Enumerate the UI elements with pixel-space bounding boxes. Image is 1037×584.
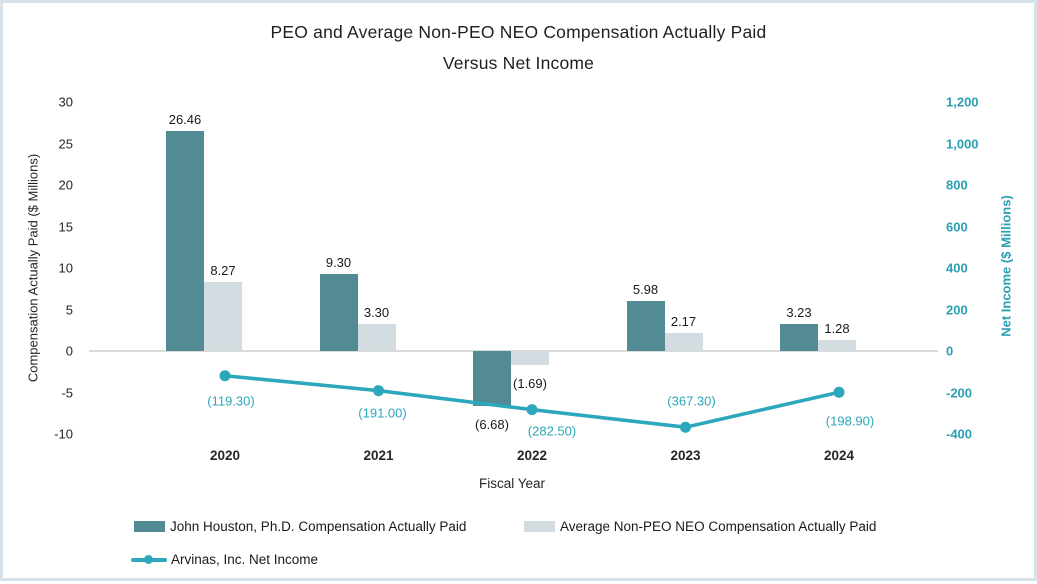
bar-value-label: 3.23	[786, 305, 812, 321]
right-axis-tick: 600	[946, 219, 968, 234]
peo-legend-label: John Houston, Ph.D. Compensation Actuall…	[170, 519, 467, 534]
chart-title: PEO and Average Non-PEO NEO Compensation…	[3, 17, 1034, 79]
line-point	[680, 421, 691, 433]
net-income-legend-label: Arvinas, Inc. Net Income	[171, 552, 319, 567]
net-income-line-layer	[219, 370, 845, 433]
left-axis-tick: -10	[54, 426, 73, 442]
net-income-label: (282.50)	[527, 423, 577, 439]
net-income-label: (119.30)	[207, 393, 255, 409]
peo-bar	[626, 301, 665, 351]
right-axis-tick: 800	[946, 177, 968, 193]
peo-bar	[473, 351, 511, 407]
x-axis-title: Fiscal Year	[478, 476, 546, 491]
bar-value-label: 2.17	[670, 313, 697, 329]
peo-bar	[780, 324, 818, 351]
neo-bar	[818, 340, 856, 351]
left-axis-tick: 30	[58, 94, 73, 110]
left-axis-tick: 25	[58, 136, 73, 151]
right-axis-tick: 200	[946, 302, 968, 317]
bar-value-label: 26.46	[168, 112, 202, 128]
left-axis-tick: 20	[58, 177, 73, 193]
left-axis-tick: -5	[61, 385, 73, 400]
line-point	[833, 386, 845, 398]
right-axis-tick: 400	[946, 260, 968, 276]
legend-item-peo: John Houston, Ph.D. Compensation Actuall…	[134, 519, 466, 534]
line-point	[219, 370, 231, 382]
bar-value-label: 5.98	[632, 282, 659, 298]
peo-bar	[166, 131, 204, 351]
left-axis-title: Compensation Actually Paid ($ Millions)	[25, 153, 41, 383]
net-income-label: (191.00)	[358, 405, 407, 421]
right-axis-tick: -400	[946, 426, 973, 442]
bar-value-label: 1.28	[824, 321, 850, 337]
bar-value-label: (1.69)	[513, 376, 547, 392]
peo-bar	[319, 273, 358, 351]
legend-item-net-income: Arvinas, Inc. Net Income	[131, 552, 318, 567]
legend-item-neo: Average Non-PEO NEO Compensation Actuall…	[524, 519, 876, 534]
line-point	[526, 404, 538, 416]
neo-bar	[511, 351, 549, 366]
x-tick-label: 2023	[670, 448, 701, 463]
neo-bar	[664, 332, 703, 351]
neo-bar	[204, 282, 242, 351]
right-axis-tick: 1,200	[946, 94, 979, 110]
left-axis-tick: 5	[65, 302, 73, 317]
bar-value-label: 8.27	[210, 263, 236, 279]
line-point	[373, 385, 384, 397]
left-axis-tick: 0	[65, 343, 73, 359]
neo-legend-label: Average Non-PEO NEO Compensation Actuall…	[560, 519, 877, 534]
chart-title-line-1: PEO and Average Non-PEO NEO Compensation…	[270, 22, 767, 42]
right-axis-tick: -200	[946, 385, 973, 400]
bar-value-label: 3.30	[363, 304, 390, 320]
x-tick-label: 2022	[516, 448, 548, 463]
x-tick-label: 2024	[823, 448, 855, 463]
neo-bar	[357, 323, 396, 351]
left-axis-tick: 10	[58, 260, 73, 276]
peo-legend-swatch	[134, 521, 165, 532]
net-income-label: (198.90)	[825, 413, 875, 429]
right-axis-tick: 0	[946, 343, 954, 359]
left-axis-tick: 15	[58, 219, 73, 234]
line-marker-dot	[144, 555, 153, 564]
chart-title-line-2: Versus Net Income	[442, 53, 595, 73]
neo-legend-swatch	[524, 521, 555, 532]
right-axis-tick: 1,000	[946, 136, 979, 151]
net-income-legend-marker	[131, 554, 167, 566]
bar-value-label: (6.68)	[475, 417, 509, 433]
right-axis-title: Net Income ($ Millions)	[998, 195, 1014, 337]
net-income-label: (367.30)	[667, 393, 716, 409]
bar-value-label: 9.30	[325, 254, 352, 270]
x-tick-label: 2021	[363, 448, 394, 463]
x-tick-label: 2020	[209, 448, 241, 463]
